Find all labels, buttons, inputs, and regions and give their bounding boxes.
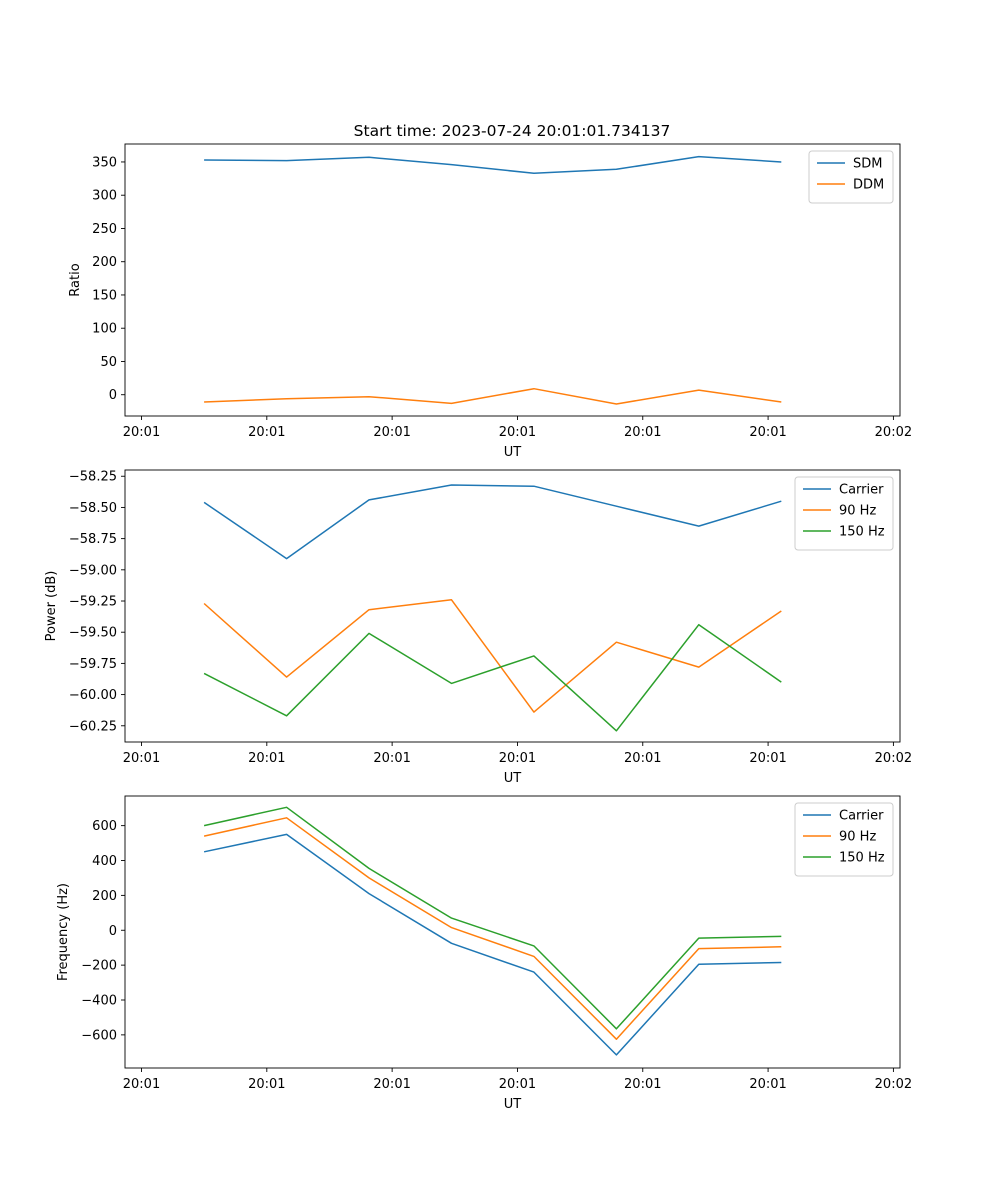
frequency-y-tick-label: −200 — [81, 959, 117, 974]
ratio-legend-label: DDM — [853, 178, 884, 193]
frequency-x-tick-label: 20:01 — [499, 1077, 536, 1092]
power-y-tick-label: −59.75 — [69, 657, 117, 672]
ratio-legend-label: SDM — [853, 157, 882, 172]
power-y-tick-label: −60.25 — [69, 719, 117, 734]
ratio-y-tick-label: 0 — [109, 388, 117, 403]
ratio-y-tick-label: 50 — [100, 355, 117, 370]
frequency-y-tick-label: 200 — [92, 889, 117, 904]
power-x-tick-label: 20:01 — [749, 751, 786, 766]
power-x-tick-label: 20:01 — [624, 751, 661, 766]
ratio-legend: SDM DDM — [808, 150, 894, 204]
ratio-x-tick-label: 20:02 — [875, 425, 912, 440]
power-y-tick-label: −58.50 — [69, 501, 117, 516]
power-y-axis-label: Power (dB) — [44, 571, 59, 642]
power-y-tick-label: −59.00 — [69, 563, 117, 578]
frequency-series-line-150-hz — [203, 806, 782, 1030]
power-x-tick-label: 20:01 — [499, 751, 536, 766]
frequency-series-line-90-hz — [203, 817, 782, 1040]
ratio-x-tick-label: 20:01 — [248, 425, 285, 440]
power-legend: Carrier 90 Hz 150 Hz — [794, 476, 894, 551]
frequency-x-tick-label: 20:01 — [373, 1077, 410, 1092]
frequency-y-tick-label: 600 — [92, 819, 117, 834]
power-x-tick-label: 20:01 — [248, 751, 285, 766]
power-series-line-90-hz — [203, 599, 782, 713]
frequency-x-tick-label: 20:02 — [875, 1077, 912, 1092]
power-y-tick-label: −58.25 — [69, 470, 117, 485]
frequency-y-tick-label: −400 — [81, 994, 117, 1009]
ratio-x-tick-label: 20:01 — [749, 425, 786, 440]
ratio-x-tick-label: 20:01 — [373, 425, 410, 440]
power-legend-label: 90 Hz — [839, 504, 876, 519]
frequency-y-tick-label: 400 — [92, 854, 117, 869]
ratio-y-axis-label: Ratio — [68, 263, 83, 296]
power-y-tick-label: −58.75 — [69, 532, 117, 547]
frequency-panel: 20:01 20:01 20:01 20:01 20:01 20:01 20:02 600 40… — [56, 795, 912, 1112]
frequency-x-tick-label: 20:01 — [624, 1077, 661, 1092]
power-y-tick-label: −60.00 — [69, 688, 117, 703]
power-y-tick-label: −59.50 — [69, 626, 117, 641]
ratio-x-axis-label: UT — [504, 445, 522, 460]
ratio-axes-frame — [124, 143, 901, 417]
frequency-x-tick-label: 20:01 — [123, 1077, 160, 1092]
ratio-y-tick-label: 100 — [92, 322, 117, 337]
frequency-y-tick-label: −600 — [81, 1028, 117, 1043]
frequency-series-line-carrier — [203, 833, 782, 1056]
ratio-panel: 20:01 20:01 20:01 20:01 20:01 20:01 20:02 0 50 10… — [68, 143, 912, 460]
ratio-y-tick-label: 300 — [92, 189, 117, 204]
ratio-x-tick-label: 20:01 — [499, 425, 536, 440]
power-legend-label: 150 Hz — [839, 525, 885, 540]
frequency-legend-label: 90 Hz — [839, 830, 876, 845]
frequency-legend: Carrier 90 Hz 150 Hz — [794, 802, 894, 877]
ratio-x-tick-label: 20:01 — [624, 425, 661, 440]
ratio-y-tick-label: 350 — [92, 155, 117, 170]
power-y-tick-label: −59.25 — [69, 595, 117, 610]
frequency-y-axis-label: Frequency (Hz) — [56, 883, 71, 981]
ratio-series-line-ddm — [204, 387, 782, 405]
figure-title: Start time: 2023-07-24 20:01:01.734137 — [354, 122, 671, 140]
frequency-y-tick-label: 0 — [109, 924, 117, 939]
frequency-x-axis-label: UT — [504, 1097, 522, 1112]
ratio-x-tick-label: 20:01 — [123, 425, 160, 440]
power-series-line-carrier — [203, 484, 782, 560]
power-series-line-150-hz — [203, 623, 782, 732]
ratio-y-tick-label: 150 — [92, 288, 117, 303]
power-x-axis-label: UT — [504, 771, 522, 786]
ratio-y-tick-label: 200 — [92, 255, 117, 270]
frequency-x-tick-label: 20:01 — [749, 1077, 786, 1092]
power-panel: 20:01 20:01 20:01 20:01 20:01 20:01 20:02 −58.2… — [44, 469, 912, 786]
ratio-legend-box — [808, 150, 894, 204]
power-x-tick-label: 20:01 — [373, 751, 410, 766]
power-legend-label: Carrier — [839, 483, 884, 498]
ratio-series-line-sdm — [204, 155, 782, 175]
power-x-tick-label: 20:02 — [875, 751, 912, 766]
frequency-legend-label: 150 Hz — [839, 851, 885, 866]
power-x-tick-label: 20:01 — [123, 751, 160, 766]
frequency-axes-frame — [124, 795, 901, 1069]
frequency-legend-label: Carrier — [839, 809, 884, 824]
power-axes-frame — [124, 469, 901, 743]
frequency-x-tick-label: 20:01 — [248, 1077, 285, 1092]
ratio-y-tick-label: 250 — [92, 222, 117, 237]
